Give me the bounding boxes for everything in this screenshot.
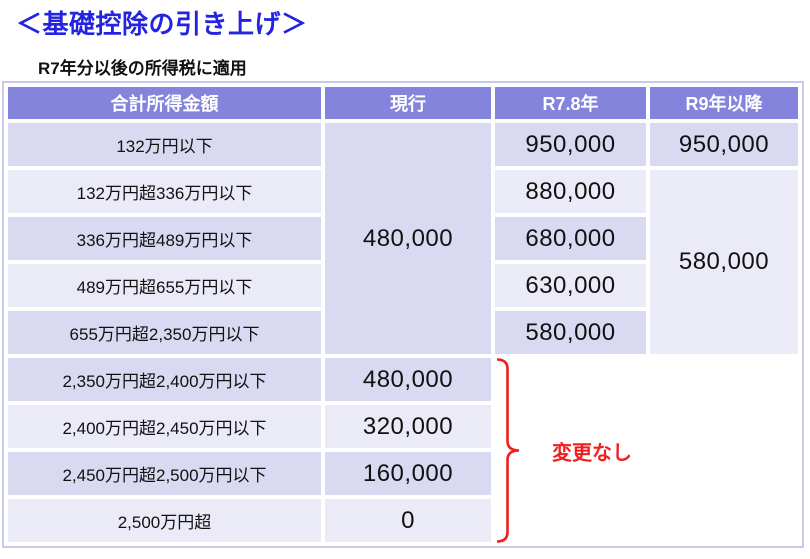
- header-row: 合計所得金額 現行 R7.8年 R9年以降: [8, 87, 798, 119]
- table-row: 132万円超336万円以下 880,000 580,000: [8, 170, 798, 354]
- table-row: 2,400万円超2,450万円以下 320,000: [8, 405, 798, 448]
- income-range-cell: 336万円超489万円以下: [8, 217, 321, 260]
- table-row: 655万円超2,350万円以下 580,000: [8, 311, 798, 354]
- current-value-cell: 0: [325, 499, 491, 542]
- page-subtitle: R7年分以後の所得税に適用: [38, 59, 247, 78]
- income-range-cell: 655万円超2,350万円以下: [8, 311, 321, 354]
- r78-value-cell: 880,000: [495, 170, 646, 213]
- table-row: 132万円以下 480,000 950,000 950,000: [8, 123, 798, 354]
- col-header-r7-8: R7.8年: [495, 87, 646, 119]
- no-change-region: [495, 358, 798, 542]
- deduction-table-wrapper: 合計所得金額 現行 R7.8年 R9年以降 132万円以下 480,000 95…: [2, 81, 804, 548]
- r78-value-cell: 680,000: [495, 217, 646, 260]
- table-row: 2,450万円超2,500万円以下 160,000: [8, 452, 798, 495]
- income-range-cell: 2,500万円超: [8, 499, 321, 542]
- col-header-r9-later: R9年以降: [650, 87, 798, 119]
- income-range-cell: 132万円超336万円以下: [8, 170, 321, 213]
- col-header-current: 現行: [325, 87, 491, 119]
- current-value-cell: 480,000: [325, 358, 491, 401]
- r78-value-cell: 630,000: [495, 264, 646, 307]
- table-row: 2,350万円超2,400万円以下 480,000: [8, 358, 798, 401]
- income-range-cell: 489万円超655万円以下: [8, 264, 321, 307]
- current-value-cell: 160,000: [325, 452, 491, 495]
- deduction-table: 合計所得金額 現行 R7.8年 R9年以降 132万円以下 480,000 95…: [4, 83, 802, 546]
- income-range-cell: 2,400万円超2,450万円以下: [8, 405, 321, 448]
- table-row: 336万円超489万円以下 680,000: [8, 217, 798, 260]
- table-row: 2,500万円超 0: [8, 499, 798, 542]
- r78-value-cell: 580,000: [495, 311, 646, 354]
- table-row: 489万円超655万円以下 630,000: [8, 264, 798, 307]
- r78-value-cell: 950,000: [495, 123, 646, 166]
- current-value-cell: 320,000: [325, 405, 491, 448]
- income-range-cell: 132万円以下: [8, 123, 321, 166]
- r9-merged-cell: 580,000: [650, 170, 798, 354]
- income-range-cell: 2,350万円超2,400万円以下: [8, 358, 321, 401]
- col-header-total-income: 合計所得金額: [8, 87, 321, 119]
- page-title: ＜基礎控除の引き上げ＞: [16, 9, 308, 39]
- income-range-cell: 2,450万円超2,500万円以下: [8, 452, 321, 495]
- current-merged-cell: 480,000: [325, 123, 491, 354]
- r9-value-cell: 950,000: [650, 123, 798, 166]
